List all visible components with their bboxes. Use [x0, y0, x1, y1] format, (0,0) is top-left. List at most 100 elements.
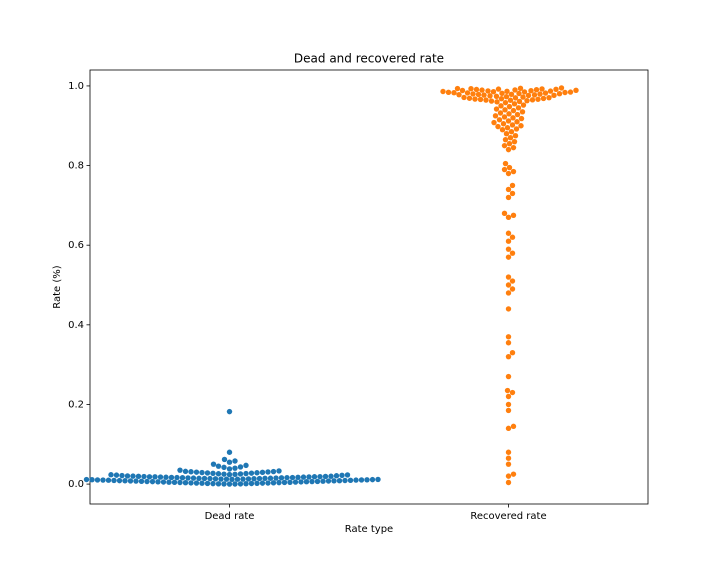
swarm-point [210, 470, 216, 477]
swarm-point [514, 119, 520, 125]
swarm-point [204, 480, 211, 487]
swarm-point [333, 473, 340, 479]
swarm-point [89, 477, 95, 483]
swarm-point [135, 473, 142, 480]
swarm-point [503, 131, 510, 137]
swarm-point [226, 471, 233, 478]
swarm-point [160, 479, 167, 485]
swarm-point [505, 407, 512, 414]
swarm-point [514, 111, 521, 118]
swarm-point [243, 480, 249, 487]
swarm-point [520, 94, 526, 100]
swarm-point [505, 186, 512, 193]
plot-frame [89, 69, 649, 505]
swarm-point [485, 88, 491, 94]
swarm-point [505, 473, 512, 479]
swarm-point [185, 475, 191, 481]
x-axis-label: Rate type [345, 524, 393, 535]
swarm-point [166, 479, 172, 485]
swarm-point [510, 423, 517, 430]
swarm-point [311, 474, 318, 480]
swarm-point [215, 463, 222, 469]
swarm-point [498, 95, 505, 102]
swarm-point [144, 478, 150, 485]
swarm-point [221, 456, 228, 463]
swarm-point [504, 125, 511, 131]
swarm-point [509, 122, 516, 128]
swarm-point [207, 475, 213, 482]
swarm-point [456, 91, 462, 98]
swarm-point [515, 105, 522, 111]
swarm-point [100, 477, 106, 483]
swarm-point [127, 478, 134, 484]
swarm-point [547, 88, 554, 94]
swarm-point [509, 182, 516, 189]
swarm-point [116, 477, 123, 484]
swarm-point [518, 123, 524, 129]
swarm-point [504, 387, 511, 394]
swarm-point [496, 117, 503, 123]
swarm-point [502, 107, 508, 113]
swarm-point [306, 474, 312, 480]
swarm-point [276, 479, 282, 486]
swarm-point [204, 470, 211, 476]
swarm-point [267, 475, 274, 481]
y-tick-label: 0.4 [68, 320, 84, 331]
swarm-point [215, 481, 222, 487]
x-tick-label: Dead rate [205, 511, 255, 522]
swarm-point [113, 472, 120, 478]
swarm-point [501, 210, 508, 217]
swarm-point [500, 121, 507, 127]
swarm-point [505, 449, 512, 455]
swarm-point [298, 479, 304, 485]
swarm-point [141, 473, 147, 480]
swarm-point [358, 477, 365, 483]
swarm-point [459, 87, 466, 94]
swarm-point [339, 472, 345, 479]
swarm-point [491, 119, 497, 126]
swarm-point [177, 467, 183, 473]
swarm-point [155, 479, 161, 485]
swarm-point [505, 373, 512, 380]
swarm-point [464, 90, 471, 96]
swarm-point [505, 479, 512, 486]
swarm-point [494, 99, 500, 105]
swarm-point [505, 455, 512, 461]
swarm-point [215, 471, 222, 477]
swarm-point [509, 389, 516, 396]
swarm-point [163, 474, 169, 480]
swarm-point [537, 91, 543, 97]
swarm-point [259, 480, 266, 486]
swarm-point [262, 475, 268, 482]
swarm-point [518, 115, 525, 122]
swarm-point [234, 476, 241, 482]
swarm-point [511, 138, 518, 145]
swarm-point [516, 98, 523, 105]
swarm-point [505, 401, 512, 408]
swarm-point [475, 91, 482, 98]
swarm-point [168, 474, 175, 481]
swarm-point [157, 474, 164, 480]
swarm-point [499, 90, 505, 96]
swarm-point [505, 274, 512, 280]
swarm-point [539, 86, 545, 92]
swarm-point [221, 481, 227, 487]
swarm-point [265, 469, 271, 475]
y-tick-label: 1.0 [68, 81, 84, 92]
swarm-point [94, 477, 101, 483]
swarm-point [248, 480, 255, 487]
swarm-point [320, 478, 326, 484]
swarm-point [124, 473, 131, 479]
y-axis-label: Rate (%) [52, 265, 63, 309]
swarm-point [369, 476, 376, 483]
swarm-point [210, 461, 217, 467]
swarm-point [556, 90, 563, 97]
swarm-point [248, 470, 255, 476]
swarm-point [470, 91, 476, 97]
swarm-point [245, 476, 252, 482]
swarm-point [472, 96, 478, 102]
swarm-point [567, 89, 574, 95]
swarm-point [510, 144, 517, 151]
swarm-point [535, 96, 541, 102]
swarm-point [130, 473, 136, 479]
